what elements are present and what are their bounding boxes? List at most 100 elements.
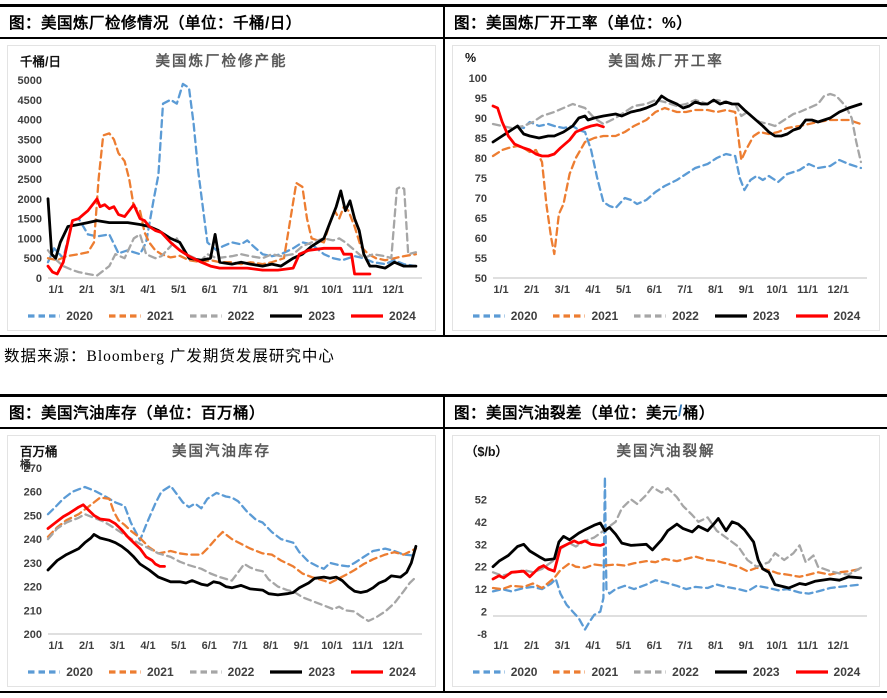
y-axis-unit-line1: 百万桶 — [20, 445, 58, 459]
y-tick-label: 1000 — [18, 233, 42, 245]
x-tick-label: 6/1 — [202, 284, 217, 296]
x-tick-label: 4/1 — [140, 284, 155, 296]
legend-line-sample — [634, 670, 667, 674]
x-tick-label: 5/1 — [171, 284, 186, 296]
top-chart-table: 图：美国炼厂检修情况（单位：千桶/日） 千桶/日 美国炼厂检修产能 0 500 10… — [0, 4, 887, 337]
x-tick-label: 8/1 — [263, 640, 278, 652]
series-line-2024 — [46, 503, 166, 568]
x-tick-label: 7/1 — [677, 284, 692, 296]
y-tick-label: 65 — [475, 213, 487, 225]
legend-line-sample — [795, 314, 828, 318]
chart-legend: 2020 2021 2022 2023 2024 — [8, 303, 435, 329]
legend-item-2020: 2020 — [472, 309, 537, 323]
chart-title: 美国炼厂检修产能 — [155, 54, 288, 70]
y-axis-unit-line2: 桶 — [20, 459, 31, 471]
y-tick-label: 3500 — [18, 134, 42, 146]
panel-gasoline-inventory: 图：美国汽油库存（单位：百万桶） 百万桶 桶 美国汽油库存 200 210 220 2… — [0, 397, 443, 691]
y-tick-label: 2500 — [18, 174, 42, 186]
x-tick-label: 4/1 — [585, 640, 600, 652]
panel-title-slash: / — [678, 403, 683, 420]
legend-label: 2023 — [308, 309, 336, 323]
bottom-chart-table: 图：美国汽油库存（单位：百万桶） 百万桶 桶 美国汽油库存 200 210 220 2… — [0, 394, 887, 693]
x-tick-label: 4/1 — [140, 640, 155, 652]
line-chart-utilization: 50 55 60 65 70 75 80 85 90 95 100 1/1 2/1 3/1 4/1 5/1 6/… — [469, 73, 867, 296]
series-line-2020 — [46, 82, 418, 268]
y-axis-unit: 百万桶 桶 — [20, 441, 58, 471]
legend-line-sample — [472, 670, 505, 674]
x-tick-label: 2/1 — [524, 284, 539, 296]
line-chart-inventory: 200 210 220 230 240 250 260 270 1/1 2/1 3/1 4/1 5/1 6… — [24, 463, 422, 652]
legend-item-2023: 2023 — [269, 665, 335, 679]
x-tick-label: 8/1 — [708, 284, 723, 296]
panel-title-text: 图：美国炼厂检修情况（单位：千桶/日） — [9, 15, 302, 32]
x-tick-label: 2/1 — [79, 640, 94, 652]
x-tick-label: 11/1 — [797, 640, 818, 652]
series-line-2022 — [491, 485, 863, 577]
series-line-2022 — [491, 92, 863, 164]
legend-label: 2022 — [672, 665, 699, 679]
legend-item-2024: 2024 — [795, 665, 861, 679]
x-tick-label: 5/1 — [171, 640, 186, 652]
line-chart-maintenance: 0 500 1000 1500 2000 2500 3000 3500 4000 4500 5000… — [18, 75, 422, 296]
x-tick-label: 3/1 — [555, 640, 570, 652]
legend-item-2022: 2022 — [189, 309, 255, 323]
legend-item-2023: 2023 — [714, 309, 780, 323]
chart-head: （$/b） 美国汽油裂解 — [453, 436, 879, 460]
x-tick-label: 10/1 — [766, 284, 787, 296]
legend-item-2024: 2024 — [350, 309, 416, 323]
panel-refinery-utilization: 图：美国炼厂开工率（单位：%） % 美国炼厂开工率 50 55 60 65 70 75 80… — [443, 7, 887, 335]
series-line-2024 — [491, 539, 605, 581]
legend-label: 2021 — [591, 309, 619, 323]
y-tick-label: 100 — [469, 73, 487, 85]
y-tick-label: 2 — [481, 607, 487, 619]
y-tick-label: 80 — [475, 153, 487, 165]
x-tick-label: 1/1 — [493, 640, 508, 652]
legend-line-sample — [714, 670, 747, 674]
panel-title-text: 图：美国汽油库存（单位：百万桶） — [9, 405, 266, 422]
y-tick-label: 52 — [475, 494, 487, 506]
legend-label: 2023 — [752, 665, 780, 679]
y-tick-label: 4000 — [18, 115, 42, 127]
series-line-2022 — [46, 513, 418, 623]
chart-head: % 美国炼厂开工率 — [453, 46, 879, 70]
y-tick-label: 50 — [475, 273, 487, 285]
y-tick-label: 32 — [475, 539, 487, 551]
series-line-2023 — [491, 517, 863, 590]
legend-item-2021: 2021 — [552, 309, 618, 323]
legend-label: 2020 — [66, 665, 93, 679]
y-tick-label: 5000 — [18, 75, 42, 87]
x-tick-label: 2/1 — [524, 640, 539, 652]
chart-legend: 2020 2021 2022 2023 2024 — [453, 659, 879, 685]
chart-title: 美国汽油裂解 — [616, 444, 716, 460]
x-tick-label: 9/1 — [294, 284, 309, 296]
legend-label: 2022 — [672, 309, 699, 323]
x-tick-label: 12/1 — [383, 284, 404, 296]
x-tick-label: 9/1 — [739, 284, 754, 296]
y-tick-label: 90 — [475, 113, 487, 125]
legend-line-sample — [28, 670, 61, 674]
legend-label: 2022 — [227, 309, 255, 323]
legend-line-sample — [270, 670, 303, 674]
chart-maintenance: 千桶/日 美国炼厂检修产能 0 500 1000 1500 2000 2500 3000 35… — [7, 45, 436, 331]
y-axis-unit: （$/b） — [465, 445, 509, 459]
legend-label: 2024 — [833, 665, 861, 679]
x-tick-label: 6/1 — [202, 640, 217, 652]
x-tick-label: 10/1 — [321, 640, 342, 652]
x-tick-label: 2/1 — [79, 284, 94, 296]
x-tick-label: 11/1 — [352, 284, 373, 296]
y-tick-label: 1500 — [18, 214, 42, 226]
legend-label: 2021 — [146, 665, 174, 679]
x-tick-label: 1/1 — [493, 284, 508, 296]
legend-item-2020: 2020 — [27, 309, 93, 323]
series-line-2021 — [491, 555, 863, 591]
x-tick-label: 10/1 — [321, 284, 342, 296]
y-tick-label: 22 — [475, 562, 487, 574]
data-source-note-top: 数据来源：Bloomberg 广发期货发展研究中心 — [4, 348, 335, 365]
y-tick-label: 60 — [475, 233, 487, 245]
x-tick-label: 7/1 — [232, 640, 247, 652]
legend-line-sample — [553, 670, 586, 674]
chart-title: 美国炼厂开工率 — [608, 54, 724, 70]
chart-utilization: % 美国炼厂开工率 50 55 60 65 70 75 80 85 90 95 100 1/1 2/1 3… — [452, 45, 880, 331]
x-tick-label: 5/1 — [616, 640, 631, 652]
y-tick-label: 200 — [24, 629, 42, 641]
